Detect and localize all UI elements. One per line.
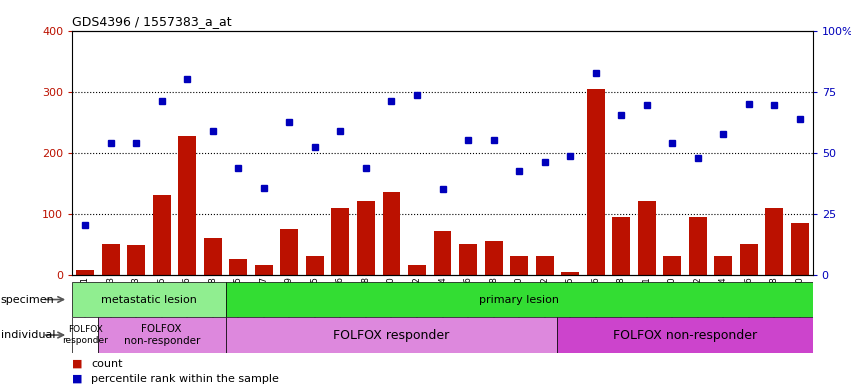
Bar: [510, 256, 528, 275]
Bar: [331, 207, 349, 275]
Bar: [72, 282, 226, 317]
Text: percentile rank within the sample: percentile rank within the sample: [91, 374, 279, 384]
Text: ■: ■: [72, 374, 83, 384]
Bar: [255, 265, 272, 275]
Bar: [433, 231, 451, 275]
Text: GDS4396 / 1557383_a_at: GDS4396 / 1557383_a_at: [72, 15, 232, 28]
Bar: [688, 217, 706, 275]
Bar: [485, 241, 502, 275]
Bar: [408, 265, 426, 275]
Bar: [98, 317, 226, 353]
Bar: [612, 217, 630, 275]
Bar: [102, 244, 119, 275]
Bar: [765, 207, 783, 275]
Text: count: count: [91, 359, 123, 369]
Bar: [229, 259, 247, 275]
Bar: [128, 245, 145, 275]
Bar: [663, 256, 681, 275]
Text: primary lesion: primary lesion: [479, 295, 559, 305]
Bar: [226, 317, 557, 353]
Bar: [357, 202, 374, 275]
Text: FOLFOX
non-responder: FOLFOX non-responder: [123, 324, 200, 346]
Text: metastatic lesion: metastatic lesion: [101, 295, 197, 305]
Bar: [178, 136, 196, 275]
Bar: [536, 256, 553, 275]
Bar: [382, 192, 400, 275]
Bar: [557, 317, 813, 353]
Bar: [791, 223, 808, 275]
Bar: [77, 270, 94, 275]
Bar: [561, 271, 579, 275]
Text: ■: ■: [72, 359, 83, 369]
Bar: [153, 195, 170, 275]
Bar: [586, 89, 604, 275]
Text: specimen: specimen: [1, 295, 54, 305]
Bar: [226, 282, 813, 317]
Bar: [280, 229, 298, 275]
Text: FOLFOX non-responder: FOLFOX non-responder: [613, 329, 757, 341]
Bar: [72, 317, 98, 353]
Bar: [460, 244, 477, 275]
Bar: [638, 202, 655, 275]
Text: individual: individual: [1, 330, 55, 340]
Bar: [740, 244, 757, 275]
Bar: [204, 238, 221, 275]
Text: FOLFOX
responder: FOLFOX responder: [62, 325, 108, 345]
Text: FOLFOX responder: FOLFOX responder: [334, 329, 449, 341]
Bar: [306, 256, 323, 275]
Bar: [714, 256, 732, 275]
